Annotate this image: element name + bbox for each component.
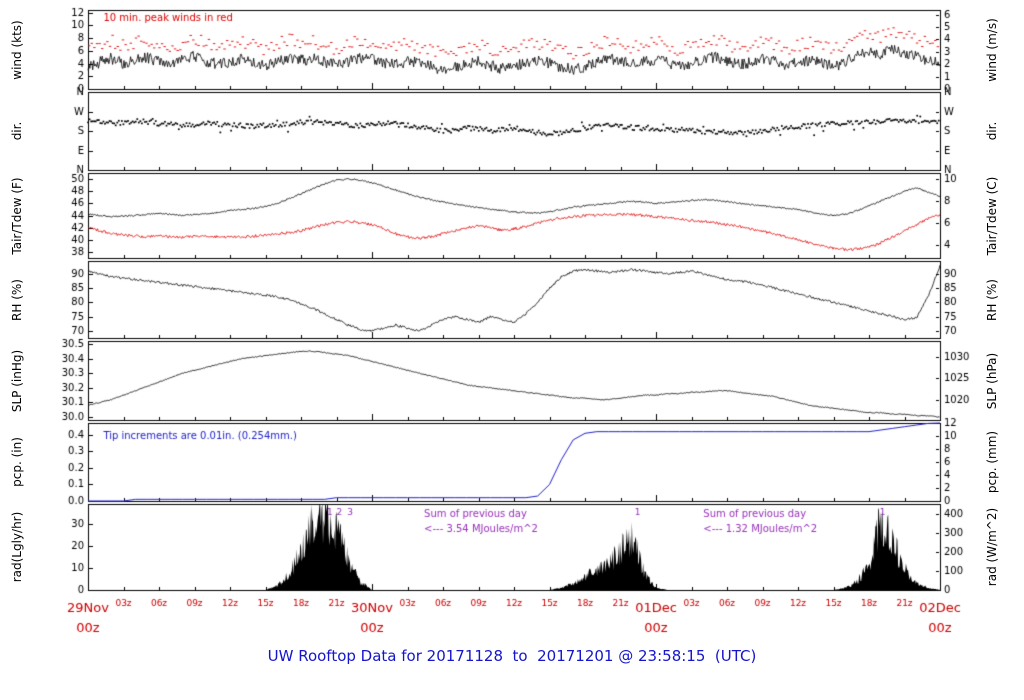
y-axis-label-temp-right: Tair/Tdew (C) [985, 176, 999, 255]
y-axis-label-rh-left: RH (%) [10, 278, 24, 321]
y-axis-label-slp-left: SLP (inHg) [10, 349, 24, 412]
y-axis-label-pcp-left: pcp. (in) [10, 437, 24, 487]
y-axis-label-pcp-right: pcp. (mm) [985, 430, 999, 494]
y-axis-label-rad-right: rad (W/m^2) [985, 507, 999, 587]
y-axis-label-dir-right: dir. [985, 121, 999, 141]
chart-title: UW Rooftop Data for 20171128 to 20171201… [267, 647, 757, 665]
y-axis-label-dir-left: dir. [10, 121, 24, 141]
y-axis-label-wind-right: wind (m/s) [985, 17, 999, 82]
y-axis-label-slp-right: SLP (hPa) [985, 352, 999, 409]
y-axis-label-rh-right: RH (%) [985, 278, 999, 321]
y-axis-label-rad-left: rad(Lgly/hr) [10, 511, 24, 583]
y-axis-label-temp-left: Tair/Tdew (F) [10, 176, 24, 255]
y-axis-label-wind-left: wind (kts) [10, 19, 24, 80]
